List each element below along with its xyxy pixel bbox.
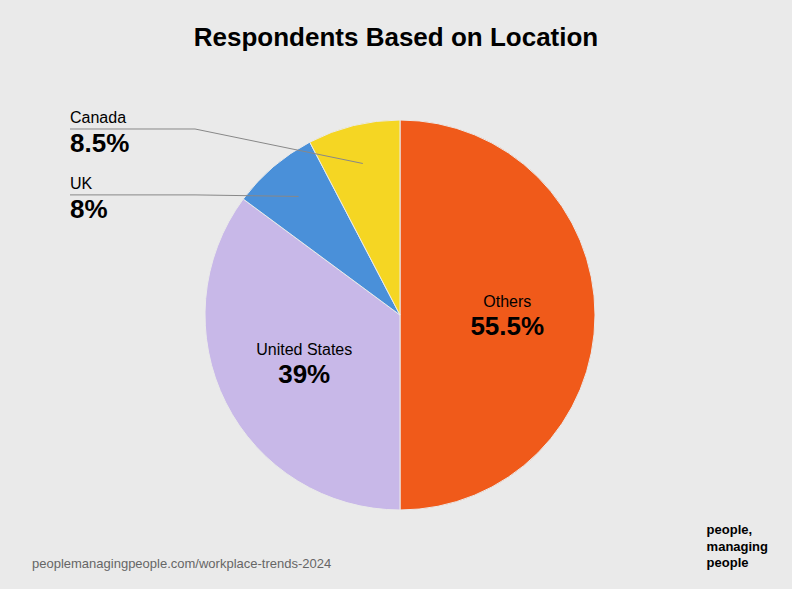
svg-text:8.5%: 8.5% <box>70 128 129 158</box>
html-text:peoplemanagingpeople.com/workp: peoplemanagingpeople.com/workplace-trend… <box>32 556 332 571</box>
html-text:people,: people, <box>706 522 753 538</box>
svg-text:55.5%: 55.5% <box>470 311 544 341</box>
html-text:people: people <box>706 554 749 570</box>
svg-text:United States: United States <box>256 341 352 358</box>
svg-text:Canada: Canada <box>70 109 126 126</box>
html-text:Respondents Based on Location: Respondents Based on Location <box>193 22 599 52</box>
svg-text:Others: Others <box>483 293 531 310</box>
html-text:managing: managing <box>706 538 768 554</box>
svg-text:8%: 8% <box>70 194 108 224</box>
svg-text:39%: 39% <box>278 359 330 389</box>
svg-text:UK: UK <box>70 175 93 192</box>
